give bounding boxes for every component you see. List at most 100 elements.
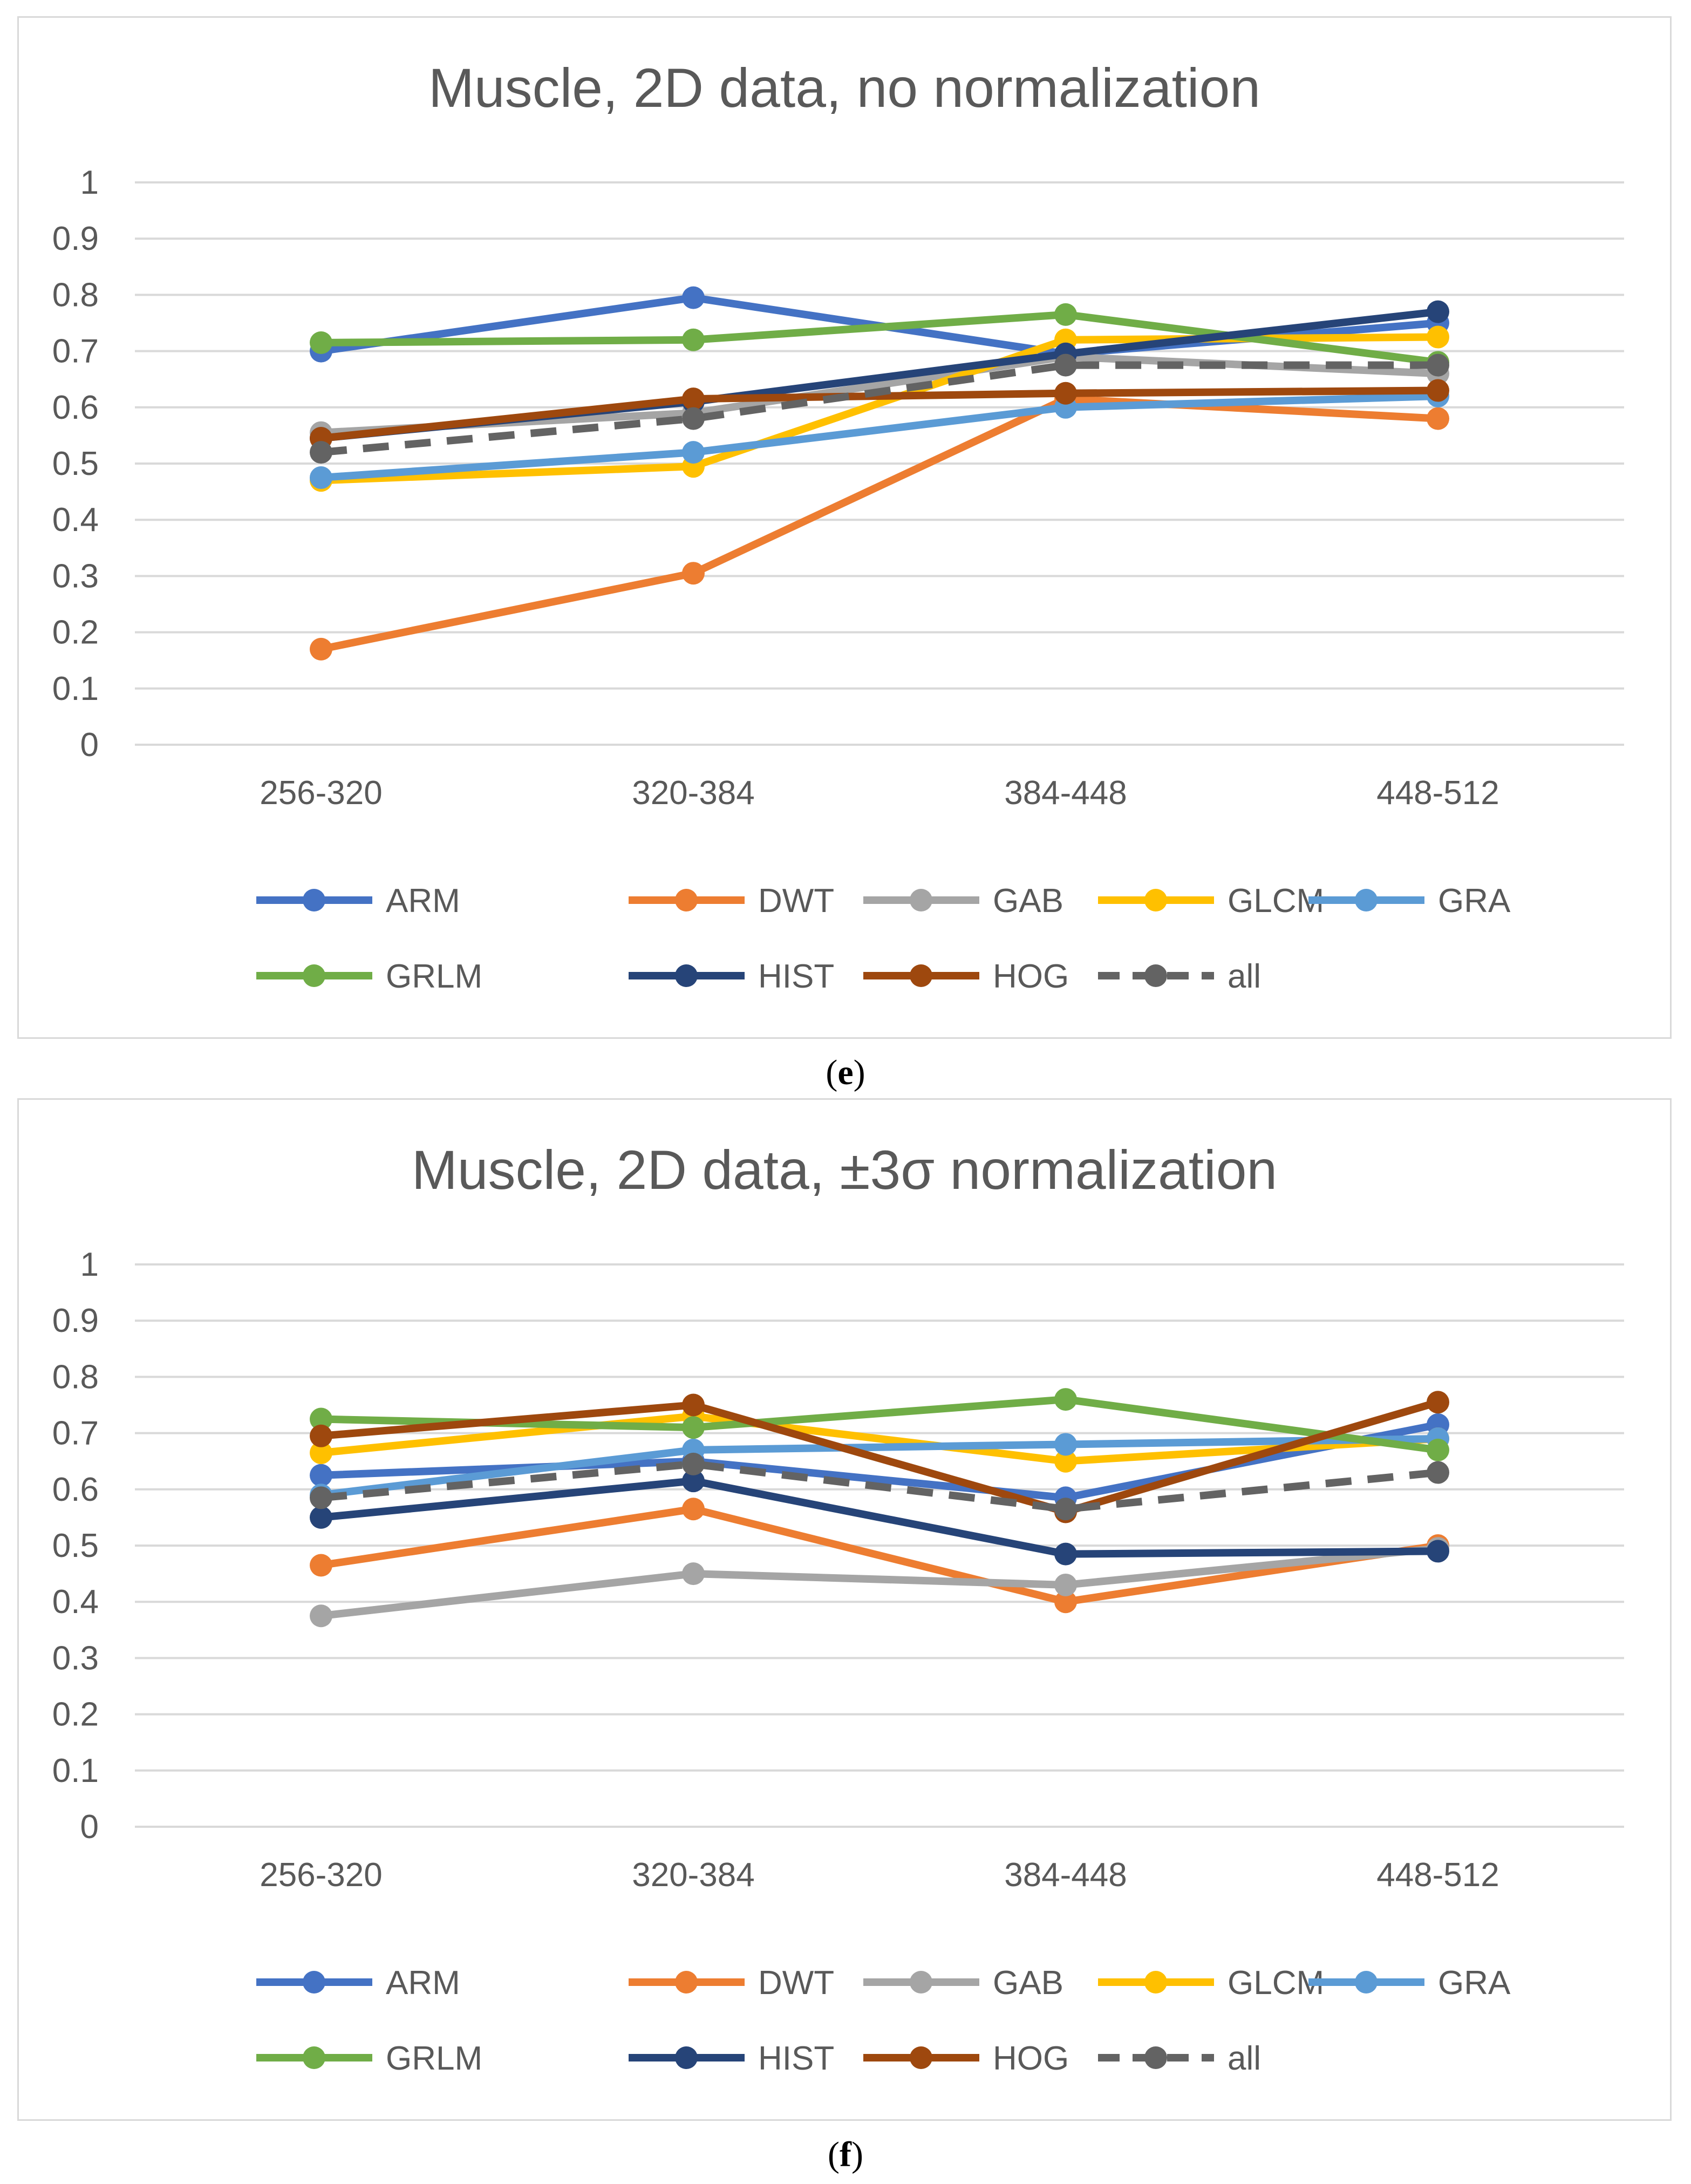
chart-panel-e: Muscle, 2D data, no normalization 0 0.1 0.2…	[17, 16, 1672, 1039]
y-tick-label: 0.3	[52, 557, 99, 595]
legend-item-arm: ARM	[256, 1964, 460, 2002]
legend-marker	[675, 2046, 698, 2069]
legend-marker	[1144, 2046, 1167, 2069]
x-tick-label: 448-512	[1376, 774, 1499, 812]
legend-item-all: all	[1098, 958, 1261, 995]
legend-marker	[1144, 1971, 1167, 1994]
y-tick-label: 0.5	[52, 445, 99, 482]
legend-label: GRA	[1438, 882, 1511, 920]
legend-label: DWT	[758, 1964, 834, 2002]
legend-marker	[910, 964, 932, 987]
legend-item-hist: HIST	[629, 958, 834, 995]
legend-label: ARM	[386, 882, 460, 920]
x-tick-label: 320-384	[632, 774, 755, 812]
legend-label: HIST	[758, 2040, 834, 2077]
legend-item-gab: GAB	[863, 882, 1063, 920]
y-tick-label: 0.7	[52, 1415, 99, 1452]
x-tick-label: 384-448	[1004, 1856, 1127, 1894]
y-tick-label: 0.2	[52, 614, 99, 651]
data-point-dwt	[310, 1554, 332, 1577]
x-tick-label: 256-320	[260, 774, 383, 812]
x-tick-label: 384-448	[1004, 774, 1127, 812]
data-point-gra	[682, 441, 705, 464]
legend-label: GRLM	[386, 2040, 482, 2077]
legend-marker	[303, 889, 325, 911]
data-point-glcm	[310, 1441, 332, 1465]
data-point-all	[1054, 353, 1077, 377]
series-line-arm	[317, 1420, 1442, 1502]
data-point-gra	[1054, 1433, 1077, 1456]
series-line-all	[321, 1460, 1438, 1513]
legend-label: all	[1228, 958, 1261, 995]
data-point-hog	[682, 1393, 705, 1417]
y-tick-label: 0.4	[52, 1583, 99, 1621]
x-tick-label: 256-320	[260, 1856, 383, 1894]
y-tick-label: 0	[80, 1808, 99, 1846]
legend-marker	[303, 1971, 325, 1994]
legend-label: GAB	[993, 1964, 1063, 2002]
line-chart-f: Muscle, 2D data, ±3σ normalization 0 0.1 0.…	[52, 1139, 1624, 2077]
data-point-arm	[310, 1464, 332, 1487]
data-point-arm	[682, 286, 705, 309]
legend-marker	[303, 2046, 325, 2069]
series-line-gra	[317, 392, 1442, 482]
data-point-hog	[682, 387, 705, 411]
legend-marker	[1144, 964, 1167, 987]
y-tick-label: 0.9	[52, 1302, 99, 1339]
series-line-gra	[317, 1435, 1442, 1499]
y-tick-label: 0	[80, 726, 99, 764]
data-point-grlm	[1054, 303, 1077, 326]
y-tick-label: 1	[80, 1246, 99, 1283]
data-point-grlm	[310, 331, 332, 354]
legend-item-gab: GAB	[863, 1964, 1063, 2002]
caption-letter-f: f	[840, 2135, 851, 2174]
y-tick-label: 0.5	[52, 1527, 99, 1564]
data-point-dwt	[682, 1498, 705, 1521]
data-point-all	[310, 441, 332, 464]
legend-item-dwt: DWT	[629, 882, 834, 920]
data-point-all	[310, 1486, 332, 1509]
legend-label: GRA	[1438, 1964, 1511, 2002]
data-point-grlm	[682, 1416, 705, 1439]
y-tick-label: 0.4	[52, 501, 99, 539]
data-point-hog	[310, 1424, 332, 1447]
data-point-hist	[1427, 1540, 1449, 1563]
legend-label: HOG	[993, 2040, 1069, 2077]
data-point-hist	[1054, 1542, 1077, 1566]
legend-item-hog: HOG	[863, 2040, 1069, 2077]
data-point-hog	[1427, 1391, 1449, 1414]
legend-item-grlm: GRLM	[256, 2040, 482, 2077]
series-line-grlm	[317, 310, 1442, 366]
y-tick-label: 0.1	[52, 1752, 99, 1790]
y-tick-label: 0.3	[52, 1639, 99, 1677]
caption-e: (e)	[826, 1053, 865, 1092]
series-line-all	[321, 361, 1438, 457]
legend-item-hist: HIST	[629, 2040, 834, 2077]
data-point-hist	[310, 1506, 332, 1529]
legend-label: ARM	[386, 1964, 460, 2002]
legend-marker	[675, 964, 698, 987]
legend-label: all	[1228, 2040, 1261, 2077]
legend-item-dwt: DWT	[629, 1964, 834, 2002]
legend-item-hog: HOG	[863, 958, 1069, 995]
series-line-gab	[317, 1545, 1442, 1620]
y-tick-label: 0.9	[52, 220, 99, 257]
y-tick-label: 0.1	[52, 670, 99, 707]
y-tick-label: 0.8	[52, 1358, 99, 1396]
data-point-grlm	[1054, 1388, 1077, 1411]
legend-marker	[910, 1971, 932, 1994]
data-point-hog	[1054, 382, 1077, 405]
legend-label: GLCM	[1228, 882, 1324, 920]
line-chart-e: Muscle, 2D data, no normalization 0 0.1 0.2…	[52, 57, 1624, 995]
data-point-all	[682, 1452, 705, 1475]
data-point-gab	[1054, 1573, 1077, 1596]
legend-marker	[303, 964, 325, 987]
legend-marker	[1355, 889, 1378, 911]
legend-marker	[1144, 889, 1167, 911]
legend-item-gra: GRA	[1308, 1964, 1511, 2002]
x-tick-label: 448-512	[1376, 1856, 1499, 1894]
series-line-hist	[317, 1477, 1442, 1558]
data-point-grlm	[310, 1407, 332, 1431]
legend-item-grlm: GRLM	[256, 958, 482, 995]
y-tick-label: 1	[80, 164, 99, 201]
